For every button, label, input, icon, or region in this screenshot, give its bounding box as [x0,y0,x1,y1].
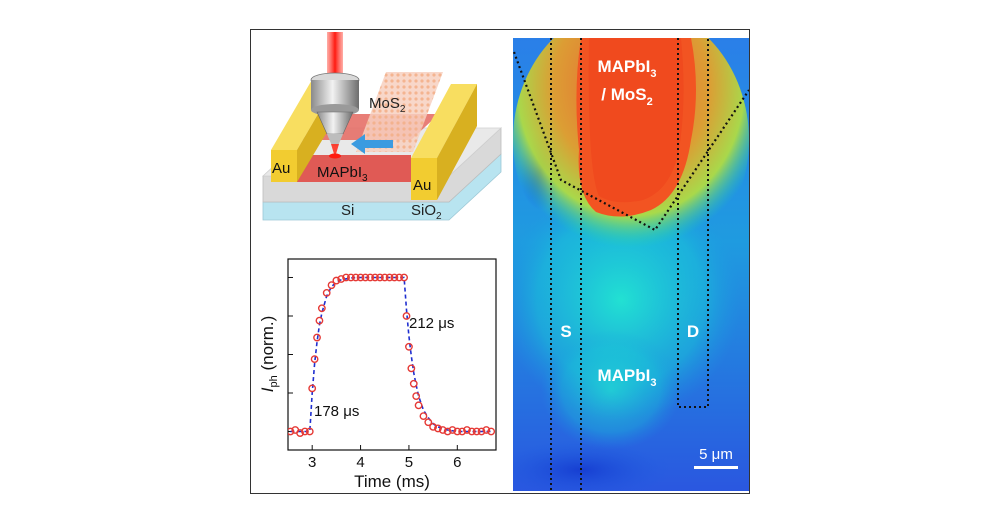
scale-bar [694,466,738,469]
carrier-arrow-icon [351,134,393,154]
map-label-drain: D [687,322,699,341]
data-point [288,427,295,436]
label-si: Si [341,202,354,219]
data-point [477,427,486,436]
data-point [407,364,416,373]
data-point [327,281,336,290]
map-label-mapbi3-mos2: MAPbI3 [597,57,656,80]
annotation-rise: 178 μs [314,403,359,420]
data-point [463,426,471,434]
data-point [351,273,360,282]
au-right-front [411,158,437,200]
data-point [317,304,326,313]
au-right-side [437,84,477,200]
mapbi3-front [295,155,411,182]
x-tick-label: 3 [308,454,316,471]
x-tick-label: 6 [453,454,461,471]
fit-line [290,276,492,433]
data-point [313,333,321,342]
photocurrent-map: MAPbI3 / MoS2 S D MAPbI3 5 μm [513,38,749,491]
data-point [337,275,346,283]
annotation-fall: 212 μs [409,315,454,332]
data-point [419,412,428,421]
data-point [458,427,467,436]
data-point [356,273,365,282]
data-point [380,273,389,282]
photocurrent-plot: 3 4 5 6 178 μs 212 μs Time (ms) Iph (norm.) [258,258,497,491]
plot-frame [287,258,497,451]
label-au-left: Au [272,160,290,177]
au-left-front [271,150,297,182]
data-point [310,355,319,364]
data-point [400,273,408,282]
au-right-top [411,84,477,158]
data-point [424,418,433,427]
figure-panel: MoS2 Au Au MAPbI3 Si SiO2 3 4 5 6 178 μs 21… [250,29,750,494]
objective-lens-nose [327,134,343,146]
label-au-right: Au [413,177,431,194]
data-point [429,422,438,431]
data-point [405,342,413,351]
data-point [332,276,341,285]
data-point [322,288,331,297]
data-point [443,427,452,436]
data-point [366,273,375,282]
plot-ylabel: Iph (norm.) [258,316,280,392]
data-point [305,427,314,436]
data-point [376,273,384,282]
scale-bar-label: 5 μm [699,446,733,463]
label-mapbi3: MAPbI3 [317,164,368,184]
data-point [487,427,496,436]
x-tick-label: 4 [356,454,364,471]
data-point [453,427,462,436]
data-point [395,273,404,282]
data-point [434,424,442,433]
data-point [308,384,317,393]
data-point [472,427,481,436]
mos2-dots [356,72,443,152]
laser-spot [329,153,341,159]
data-point [412,392,421,400]
data-point [361,273,370,282]
map-cyan-lower [541,330,681,450]
laser-beam [327,32,343,76]
data-point [346,273,355,282]
data-point [385,273,394,282]
data-point [371,273,379,282]
data-point [296,429,304,437]
data-point [301,427,309,436]
data-point [402,312,411,320]
data-point [414,401,423,410]
data-point [390,273,399,282]
plot-xlabel: Time (ms) [354,472,430,491]
label-mos2: MoS2 [369,95,406,115]
data-point [482,426,491,434]
map-label-source: S [560,322,571,341]
laser-focus-cone [331,144,339,154]
data-point [467,427,476,436]
data-point [438,426,447,434]
label-sio2: SiO2 [411,202,442,222]
map-label-mapbi3: MAPbI3 [597,366,656,389]
figure-svg: MoS2 Au Au MAPbI3 Si SiO2 3 4 5 6 178 μs 21… [258,32,749,491]
data-point [448,426,457,434]
data-point [342,273,350,282]
data-point [409,379,418,388]
map-label-mos2: / MoS2 [601,85,652,108]
device-schematic: MoS2 Au Au MAPbI3 Si SiO2 [261,32,503,222]
plot-series [288,273,496,437]
x-tick-label: 5 [405,454,413,471]
data-point [315,316,324,325]
map-dark-spot-bottom [513,440,671,491]
map-hot-core [588,38,684,203]
